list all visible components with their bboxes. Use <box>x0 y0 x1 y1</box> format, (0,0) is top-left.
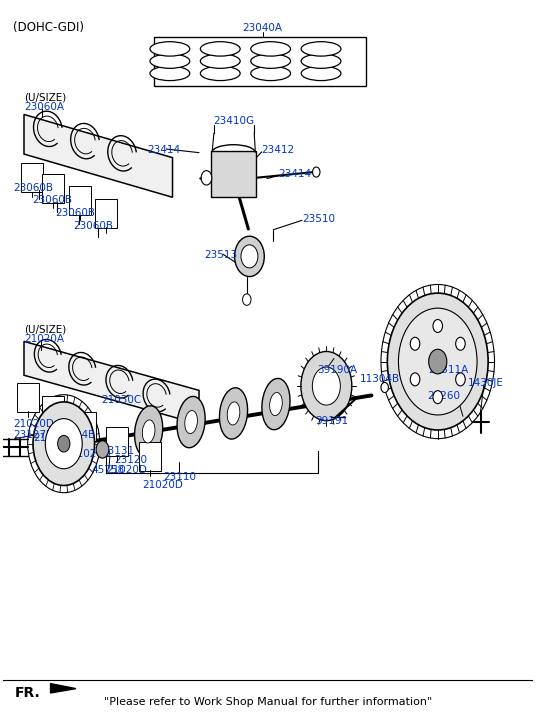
Text: 39190A: 39190A <box>317 365 357 375</box>
Ellipse shape <box>251 41 291 56</box>
Text: 21020D: 21020D <box>106 465 147 475</box>
Text: 23127B: 23127B <box>13 430 54 440</box>
Ellipse shape <box>301 54 341 68</box>
Circle shape <box>96 441 109 458</box>
Circle shape <box>46 419 82 469</box>
Text: 23260: 23260 <box>427 391 460 401</box>
Ellipse shape <box>135 406 163 457</box>
FancyBboxPatch shape <box>42 396 64 425</box>
Circle shape <box>58 436 70 452</box>
Circle shape <box>312 367 340 405</box>
Circle shape <box>381 383 389 393</box>
Ellipse shape <box>301 41 341 56</box>
Circle shape <box>433 391 443 404</box>
Text: 23410G: 23410G <box>213 116 254 126</box>
Text: (U/SIZE): (U/SIZE) <box>24 93 66 103</box>
Circle shape <box>410 338 420 350</box>
Text: 23311A: 23311A <box>429 365 469 375</box>
Ellipse shape <box>219 388 248 439</box>
Text: 23060B: 23060B <box>73 221 113 231</box>
Circle shape <box>241 245 258 268</box>
FancyBboxPatch shape <box>95 199 117 227</box>
Circle shape <box>429 349 447 374</box>
Text: 23131: 23131 <box>101 446 134 456</box>
Polygon shape <box>24 115 173 197</box>
Text: 21020D: 21020D <box>34 433 75 443</box>
Ellipse shape <box>270 393 282 415</box>
Circle shape <box>398 308 477 415</box>
Text: 21030C: 21030C <box>101 396 141 405</box>
Circle shape <box>381 285 495 439</box>
Text: (DOHC-GDI): (DOHC-GDI) <box>13 21 84 34</box>
Circle shape <box>312 167 320 177</box>
Circle shape <box>33 402 94 486</box>
FancyBboxPatch shape <box>42 174 64 203</box>
Circle shape <box>433 319 443 333</box>
Text: 45758: 45758 <box>92 465 125 475</box>
Text: (U/SIZE): (U/SIZE) <box>24 325 66 335</box>
Circle shape <box>456 373 465 386</box>
Circle shape <box>456 338 465 350</box>
Text: 23110: 23110 <box>163 472 196 482</box>
FancyBboxPatch shape <box>69 187 91 216</box>
FancyBboxPatch shape <box>139 442 161 471</box>
Polygon shape <box>50 684 76 693</box>
Text: 23120: 23120 <box>114 454 147 465</box>
Text: 23124B: 23124B <box>55 430 95 440</box>
Ellipse shape <box>177 396 205 448</box>
Ellipse shape <box>185 410 197 433</box>
Text: 11304B: 11304B <box>360 374 400 384</box>
Ellipse shape <box>251 66 291 81</box>
Ellipse shape <box>251 54 291 68</box>
Text: 39191: 39191 <box>315 416 348 425</box>
FancyBboxPatch shape <box>17 383 39 412</box>
FancyBboxPatch shape <box>106 427 128 456</box>
Text: 23510: 23510 <box>302 214 336 224</box>
Text: "Please refer to Work Shop Manual for further information": "Please refer to Work Shop Manual for fu… <box>104 697 432 706</box>
Text: 23040A: 23040A <box>243 23 282 33</box>
Ellipse shape <box>150 54 190 68</box>
Ellipse shape <box>200 41 240 56</box>
Text: 21020D: 21020D <box>142 481 183 491</box>
Ellipse shape <box>200 66 240 81</box>
Ellipse shape <box>150 41 190 56</box>
Circle shape <box>388 293 488 430</box>
Text: 23060B: 23060B <box>13 183 54 193</box>
Text: 23060B: 23060B <box>32 195 72 205</box>
Text: FR.: FR. <box>15 686 41 700</box>
Text: 23412: 23412 <box>262 145 295 155</box>
Ellipse shape <box>150 66 190 81</box>
Text: 23060A: 23060A <box>24 102 64 112</box>
Ellipse shape <box>200 54 240 68</box>
Text: 1430JE: 1430JE <box>467 378 503 388</box>
Ellipse shape <box>262 378 290 430</box>
FancyBboxPatch shape <box>21 163 43 192</box>
Text: 23414: 23414 <box>279 169 312 179</box>
Ellipse shape <box>301 66 341 81</box>
Text: 23513: 23513 <box>204 250 237 260</box>
Circle shape <box>235 236 264 277</box>
FancyBboxPatch shape <box>211 151 256 197</box>
Ellipse shape <box>143 420 155 443</box>
Text: 21020D: 21020D <box>71 449 111 459</box>
FancyBboxPatch shape <box>154 36 366 86</box>
Text: 23060B: 23060B <box>55 208 95 218</box>
Ellipse shape <box>227 402 240 425</box>
Text: 21020A: 21020A <box>24 333 64 343</box>
Circle shape <box>410 373 420 386</box>
Text: 21020D: 21020D <box>13 419 54 429</box>
FancyBboxPatch shape <box>74 412 96 441</box>
Circle shape <box>242 294 251 306</box>
Circle shape <box>301 351 352 420</box>
Text: 23414: 23414 <box>147 145 180 155</box>
Polygon shape <box>24 341 199 424</box>
Circle shape <box>28 395 100 493</box>
Circle shape <box>201 171 212 185</box>
